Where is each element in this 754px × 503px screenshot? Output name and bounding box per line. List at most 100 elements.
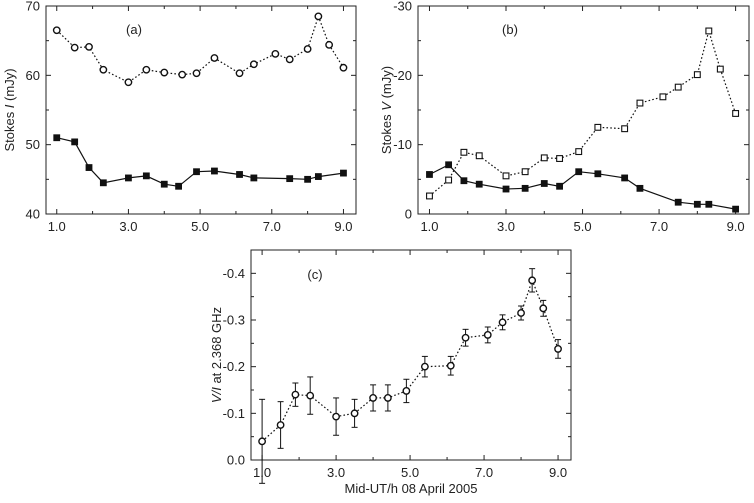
data-point bbox=[236, 171, 243, 178]
data-point bbox=[636, 99, 644, 107]
panel-label: (b) bbox=[502, 22, 518, 37]
series-line bbox=[261, 278, 559, 442]
plot-frame bbox=[417, 5, 750, 215]
y-axis-label-symbol: V/I bbox=[209, 387, 224, 403]
x-axis-label: Mid-UT/h 08 April 2005 bbox=[345, 481, 478, 496]
data-point bbox=[71, 138, 79, 146]
data-point bbox=[314, 173, 322, 180]
data-point bbox=[556, 155, 564, 162]
panel-label: (a) bbox=[126, 22, 142, 37]
data-point bbox=[383, 394, 392, 402]
data-point bbox=[521, 184, 529, 192]
data-point bbox=[125, 174, 132, 182]
data-point bbox=[210, 54, 219, 62]
data-point bbox=[674, 198, 682, 206]
series-1 bbox=[53, 134, 347, 190]
data-point bbox=[594, 170, 602, 178]
y-tick-label: 40 bbox=[26, 207, 40, 222]
y-tick-label: -0.2 bbox=[223, 359, 245, 374]
series-0 bbox=[258, 268, 562, 484]
data-point bbox=[286, 175, 294, 183]
data-point bbox=[693, 71, 701, 79]
data-point bbox=[445, 176, 453, 184]
data-point bbox=[540, 180, 548, 187]
y-tick-label: 50 bbox=[26, 137, 40, 152]
data-point bbox=[693, 200, 701, 208]
data-point bbox=[291, 390, 300, 399]
data-point bbox=[99, 179, 107, 187]
data-point bbox=[53, 134, 61, 142]
series-1 bbox=[426, 161, 740, 213]
data-point bbox=[303, 45, 312, 53]
x-tick-label: 1.0 bbox=[420, 219, 438, 234]
y-tick-label: -0.3 bbox=[223, 313, 245, 328]
data-point bbox=[705, 27, 713, 35]
data-point bbox=[124, 78, 133, 87]
data-point bbox=[211, 167, 218, 175]
y-tick-label: 60 bbox=[26, 68, 40, 83]
data-point bbox=[554, 345, 562, 353]
y-tick-label: 70 bbox=[26, 0, 40, 14]
x-tick-label: 9.0 bbox=[549, 465, 567, 480]
data-point bbox=[369, 394, 377, 402]
data-point bbox=[517, 309, 525, 317]
data-point bbox=[621, 174, 629, 182]
y-axis-label: Stokes I (mJy) bbox=[2, 68, 17, 151]
data-point bbox=[575, 168, 583, 176]
data-point bbox=[498, 318, 507, 327]
data-point bbox=[160, 68, 169, 77]
data-point bbox=[445, 161, 453, 169]
data-point bbox=[314, 12, 323, 21]
series-0 bbox=[52, 12, 348, 87]
data-point bbox=[426, 171, 433, 178]
y-axis-label: V/I at 2.368 GHz bbox=[209, 307, 224, 403]
data-point bbox=[539, 304, 548, 313]
series-line bbox=[56, 14, 345, 83]
data-point bbox=[502, 185, 510, 193]
data-point bbox=[460, 177, 468, 185]
data-point bbox=[475, 180, 483, 188]
y-tick-label: -0.1 bbox=[223, 406, 245, 421]
x-tick-label: 5.0 bbox=[401, 465, 419, 480]
data-point bbox=[575, 148, 583, 156]
chart-panel-c: 1.0 3.0 5.0 7.0 9.00.0-0.1-0.2-0.3-0.4 (c)V/I… bbox=[209, 249, 572, 496]
data-point bbox=[705, 200, 713, 208]
data-point bbox=[258, 437, 266, 446]
x-tick-label: 7.0 bbox=[650, 219, 668, 234]
y-axis-label-symbol: V bbox=[379, 101, 394, 111]
y-axis-label-prefix: Stokes bbox=[2, 108, 17, 151]
data-point bbox=[160, 180, 168, 188]
x-tick-label: 5.0 bbox=[191, 219, 209, 234]
y-axis-label: Stokes V (mJy) bbox=[379, 66, 394, 154]
x-tick-label: 5.0 bbox=[574, 219, 592, 234]
data-point bbox=[276, 421, 285, 429]
x-tick-label: 3.0 bbox=[119, 219, 137, 234]
y-tick-label: -0.4 bbox=[223, 266, 245, 281]
data-point bbox=[636, 184, 644, 192]
data-point bbox=[325, 40, 334, 49]
data-point bbox=[85, 164, 93, 171]
y-tick-label: -10 bbox=[393, 137, 412, 152]
series-line bbox=[56, 137, 344, 187]
series-line bbox=[429, 28, 737, 197]
data-point bbox=[716, 65, 724, 73]
data-point bbox=[528, 276, 537, 285]
data-point bbox=[540, 154, 548, 162]
data-point bbox=[306, 391, 315, 400]
data-point bbox=[659, 93, 667, 101]
chart-panel-a: 1.0 3.0 5.0 7.0 9.0 40 50 60 70 (a) Stokes I (mJy) bbox=[2, 0, 357, 234]
x-tick-label: 3.0 bbox=[327, 465, 345, 480]
x-tick-label: 1.0 bbox=[48, 219, 66, 234]
data-point bbox=[85, 43, 93, 51]
x-tick-label: 3.0 bbox=[497, 219, 515, 234]
data-point bbox=[621, 125, 629, 133]
y-axis-label-symbol: I bbox=[2, 104, 17, 108]
data-point bbox=[420, 362, 429, 371]
y-axis-label-suffix: at 2.368 GHz bbox=[209, 307, 224, 387]
y-axis-label-prefix: Stokes bbox=[379, 111, 394, 154]
data-point bbox=[52, 26, 61, 35]
data-point bbox=[178, 70, 187, 79]
data-point bbox=[235, 69, 244, 78]
data-point bbox=[521, 168, 529, 176]
data-point bbox=[502, 172, 510, 180]
